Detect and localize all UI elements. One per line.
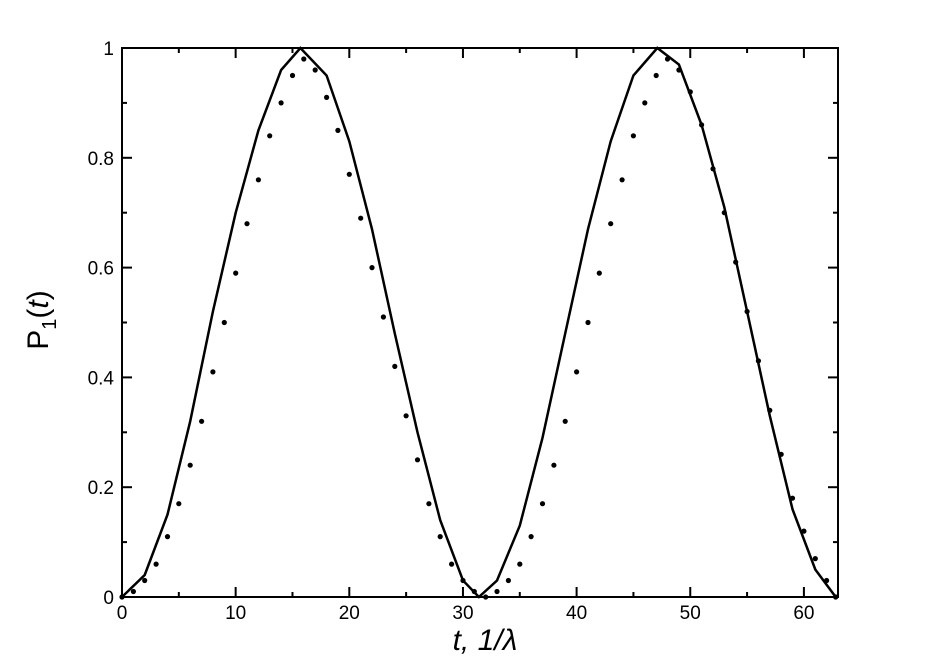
data-point	[608, 221, 614, 227]
data-point	[301, 56, 307, 62]
x-tick-label: 30	[452, 603, 473, 624]
data-point	[585, 319, 591, 326]
data-point	[574, 369, 580, 375]
data-point	[642, 100, 648, 106]
data-point	[687, 89, 693, 95]
data-point	[233, 270, 239, 276]
y-axis-label: P1(t)	[22, 290, 61, 349]
data-point	[221, 319, 227, 326]
x-tick-label: 50	[680, 603, 701, 624]
data-point	[210, 369, 216, 375]
y-tick-label: 0.8	[88, 149, 114, 170]
data-point	[414, 457, 421, 463]
data-point	[369, 265, 375, 271]
data-point	[335, 127, 341, 133]
data-point	[494, 588, 500, 595]
data-point	[767, 407, 773, 413]
chart-marks	[119, 46, 839, 600]
data-point	[596, 270, 602, 276]
data-point	[187, 462, 193, 468]
data-point	[392, 363, 398, 369]
x-tick-label: 60	[793, 603, 814, 624]
data-point	[346, 171, 352, 177]
data-point	[676, 67, 682, 73]
data-point	[142, 577, 148, 584]
data-point	[403, 413, 409, 419]
series-line-0	[121, 46, 837, 599]
data-point	[289, 72, 296, 79]
data-point	[619, 177, 625, 183]
data-point	[778, 451, 784, 457]
data-point	[267, 133, 273, 139]
data-point	[255, 177, 261, 183]
data-point	[721, 210, 727, 216]
y-tick-label: 0.2	[88, 478, 114, 499]
data-point	[733, 259, 739, 265]
data-point	[358, 215, 364, 221]
x-tick-label: 40	[566, 603, 587, 624]
data-point	[539, 501, 546, 507]
data-point	[664, 56, 671, 62]
data-point	[312, 67, 318, 73]
y-tick-label: 0.4	[88, 368, 115, 389]
data-point	[449, 561, 455, 567]
data-point	[562, 418, 568, 424]
data-point	[471, 588, 477, 595]
data-point	[789, 495, 796, 501]
data-point	[324, 94, 330, 100]
data-point	[755, 358, 762, 364]
y-tick-label: 0.6	[88, 259, 114, 280]
axis-ticks: 0 10 20 30 40 50 60 0 0.2 0.4 0.6 0.8 1	[88, 39, 838, 624]
data-point	[551, 462, 557, 468]
data-point	[710, 166, 716, 172]
data-point	[744, 308, 750, 315]
data-point	[517, 561, 523, 567]
data-point	[199, 418, 205, 424]
data-point	[824, 577, 830, 584]
x-tick-label: 10	[225, 603, 246, 624]
data-point	[653, 72, 659, 79]
data-point	[630, 133, 637, 139]
y-tick-label: 0	[103, 588, 114, 609]
data-point	[460, 577, 466, 584]
x-tick-label: 20	[339, 603, 360, 624]
plot-frame	[121, 47, 839, 598]
x-tick-label: 0	[117, 603, 128, 624]
data-point	[164, 534, 171, 540]
y-tick-label: 1	[103, 39, 114, 60]
data-point	[153, 561, 159, 567]
data-point	[130, 588, 136, 595]
data-point	[176, 501, 182, 507]
data-point	[801, 528, 807, 534]
data-point	[505, 577, 511, 584]
data-point	[528, 534, 534, 540]
data-point	[278, 100, 284, 106]
x-axis-label: t, 1/λ	[453, 624, 518, 657]
data-point	[380, 314, 386, 320]
data-point	[437, 534, 443, 540]
data-point	[244, 221, 250, 227]
data-point	[812, 556, 818, 562]
data-point	[699, 122, 705, 128]
data-point	[426, 501, 432, 507]
